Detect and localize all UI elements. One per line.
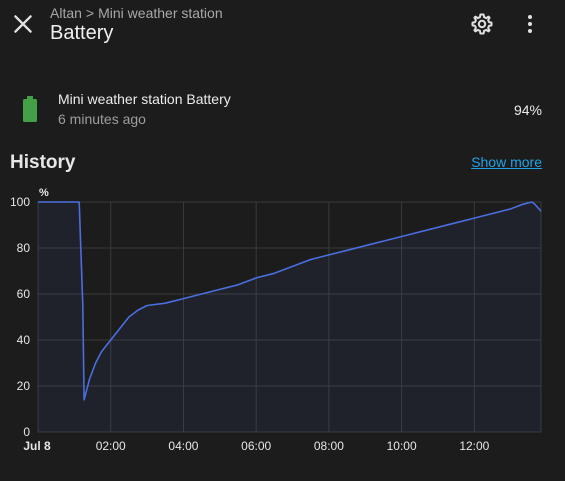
- show-more-link[interactable]: Show more: [471, 154, 542, 170]
- breadcrumb-parent[interactable]: Altan: [50, 5, 82, 21]
- y-tick-label: 0: [23, 425, 30, 439]
- gear-icon[interactable]: [470, 12, 494, 36]
- history-chart[interactable]: 0 20 40 60 80 100 Jul 8 02:00 04:00 06:00 08:00 10…: [0, 180, 565, 481]
- history-heading: History: [10, 152, 76, 173]
- entity-last-changed: 6 minutes ago: [58, 111, 146, 127]
- breadcrumb: Altan > Mini weather station: [50, 5, 223, 21]
- series-line: [38, 201, 542, 401]
- page-title: Battery: [50, 22, 114, 44]
- entity-name: Mini weather station Battery: [58, 91, 231, 107]
- x-tick-label: 12:00: [459, 439, 489, 453]
- entity-state-row: Mini weather station Battery 6 minutes a…: [0, 86, 565, 134]
- y-tick-label: 40: [17, 333, 31, 347]
- chart-grid: [37, 201, 542, 433]
- y-tick-label: 20: [17, 379, 31, 393]
- x-tick-label: 06:00: [241, 439, 271, 453]
- y-tick-label: 100: [10, 195, 30, 209]
- entity-state-value: 94%: [513, 102, 542, 118]
- x-tick-label: 10:00: [387, 439, 417, 453]
- x-tick-label: 04:00: [168, 439, 198, 453]
- chart-series: [38, 201, 542, 432]
- x-tick-label: 02:00: [96, 439, 126, 453]
- y-tick-label: 80: [17, 241, 31, 255]
- y-axis: 0 20 40 60 80 100: [10, 195, 30, 439]
- x-axis: Jul 8 02:00 04:00 06:00 08:00 10:00 12:00: [23, 439, 489, 453]
- series-area: [38, 202, 541, 432]
- more-vertical-icon[interactable]: [518, 12, 542, 36]
- top-app-bar: Altan > Mini weather station Battery: [0, 0, 565, 56]
- y-axis-unit-label: %: [39, 187, 49, 199]
- battery-icon: [23, 96, 37, 122]
- close-icon[interactable]: [10, 11, 36, 37]
- breadcrumb-current[interactable]: Mini weather station: [98, 5, 223, 21]
- y-tick-label: 60: [17, 287, 31, 301]
- breadcrumb-separator: >: [85, 5, 95, 21]
- x-tick-label: Jul 8: [23, 439, 51, 453]
- x-tick-label: 08:00: [314, 439, 344, 453]
